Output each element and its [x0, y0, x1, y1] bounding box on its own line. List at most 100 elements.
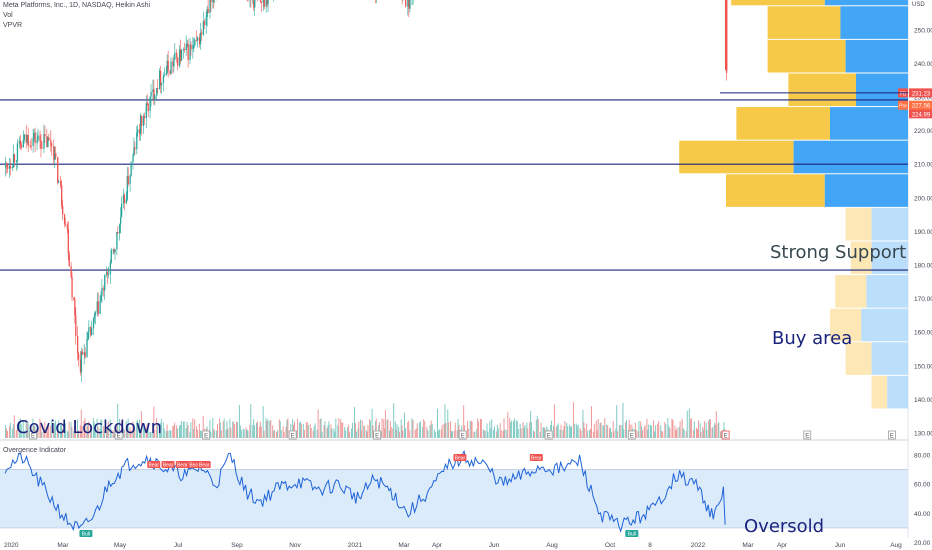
volume-bar: [705, 422, 707, 438]
candle-body: [202, 21, 205, 35]
candle-body: [122, 194, 125, 204]
volume-bar: [408, 420, 410, 438]
volume-bar: [189, 431, 191, 438]
volume-bar: [369, 418, 371, 438]
volume-bar: [250, 404, 252, 438]
candle-body: [25, 134, 27, 143]
volume-bar: [484, 430, 486, 438]
oscillator-title: Overgence Indicator: [3, 447, 67, 454]
volume-bar: [186, 421, 188, 438]
volume-bar: [159, 423, 161, 438]
candle-body: [48, 137, 50, 140]
candle-body: [143, 116, 146, 119]
volume-bar: [349, 431, 351, 438]
volume-bar: [302, 424, 304, 438]
volume-bar: [256, 423, 258, 438]
candle-body: [263, 0, 265, 7]
price-tag: [909, 88, 932, 98]
volume-bar: [47, 425, 49, 438]
candle-body: [209, 0, 211, 13]
volume-bar: [571, 426, 573, 438]
volume-bar: [363, 425, 365, 438]
candle-body: [68, 254, 70, 267]
volume-bar: [709, 419, 711, 438]
volume-bar: [218, 418, 220, 438]
volume-bar: [217, 424, 219, 438]
volume-bar: [467, 428, 469, 438]
earnings-marker-label: E: [724, 434, 728, 440]
volume-bar: [157, 424, 159, 438]
volume-bar: [433, 429, 435, 438]
volume-profile-sell-bar: [726, 174, 825, 207]
x-tick-label: 8: [648, 542, 652, 549]
volume-bar: [613, 431, 615, 438]
volume-bar: [409, 430, 411, 438]
volume-bar: [405, 427, 407, 438]
volume-bar: [703, 429, 705, 438]
volume-bar: [279, 421, 281, 438]
volume-profile-sell-bar: [845, 207, 872, 241]
candle-body: [156, 88, 158, 96]
candle-body: [47, 137, 49, 147]
volume-bar: [220, 430, 222, 438]
volume-bar: [99, 428, 101, 438]
candle-body: [158, 70, 161, 89]
volume-bar: [429, 425, 431, 438]
volume-profile-buy-bar: [866, 275, 908, 308]
volume-bar: [590, 428, 592, 438]
volume-profile-sell-bar: [835, 275, 867, 308]
volume-bar: [610, 431, 612, 438]
candle-body: [57, 157, 59, 183]
volume-bar: [296, 418, 298, 438]
volume-bar: [560, 424, 562, 438]
volume-bar: [274, 430, 276, 438]
volume-bar: [531, 422, 533, 438]
volume-bar: [243, 429, 245, 438]
volume-bar: [149, 431, 151, 438]
candle-body: [203, 21, 205, 26]
candle-body: [183, 49, 186, 51]
y-tick-label: 220.00: [914, 128, 932, 135]
candle-body: [210, 0, 212, 3]
earnings-marker: [29, 430, 37, 440]
candle-body: [67, 228, 69, 255]
volume-bar: [517, 428, 519, 438]
volume-bar: [515, 420, 517, 438]
volume-bar: [94, 424, 96, 438]
candle-body: [200, 32, 203, 35]
volume-bar: [593, 423, 595, 438]
volume-bar: [306, 422, 308, 438]
volume-bar: [299, 421, 301, 438]
volume-bar: [482, 429, 484, 438]
volume-bar: [395, 429, 397, 438]
candle-body: [254, 0, 256, 8]
volume-bar: [70, 421, 72, 438]
volume-bar: [40, 421, 42, 438]
candle-body: [120, 217, 122, 225]
volume-profile-buy-bar: [824, 174, 908, 207]
volume-bar: [693, 421, 695, 438]
volume-bar: [43, 428, 45, 438]
volume-bar: [712, 426, 714, 438]
volume-bar: [553, 404, 555, 438]
volume-bar: [384, 428, 386, 438]
volume-bar: [584, 428, 586, 438]
annotation-strong-support: Strong Support: [770, 242, 907, 263]
volume-bar: [305, 422, 307, 438]
volume-bar: [146, 424, 148, 438]
volume-bar: [256, 420, 258, 438]
candle-body: [169, 70, 171, 74]
volume-bar: [573, 423, 575, 438]
divergence-signal-label: Bull: [628, 531, 636, 537]
volume-bar: [607, 425, 609, 438]
volume-bar: [374, 421, 376, 438]
divergence-signal-label: Bear: [531, 455, 542, 461]
candle-body: [185, 44, 187, 51]
volume-bar: [372, 425, 374, 438]
volume-bar: [698, 420, 699, 438]
volume-bar: [185, 428, 187, 438]
volume-bar: [513, 418, 515, 438]
price-tag: [909, 109, 932, 119]
volume-bar: [242, 428, 244, 438]
